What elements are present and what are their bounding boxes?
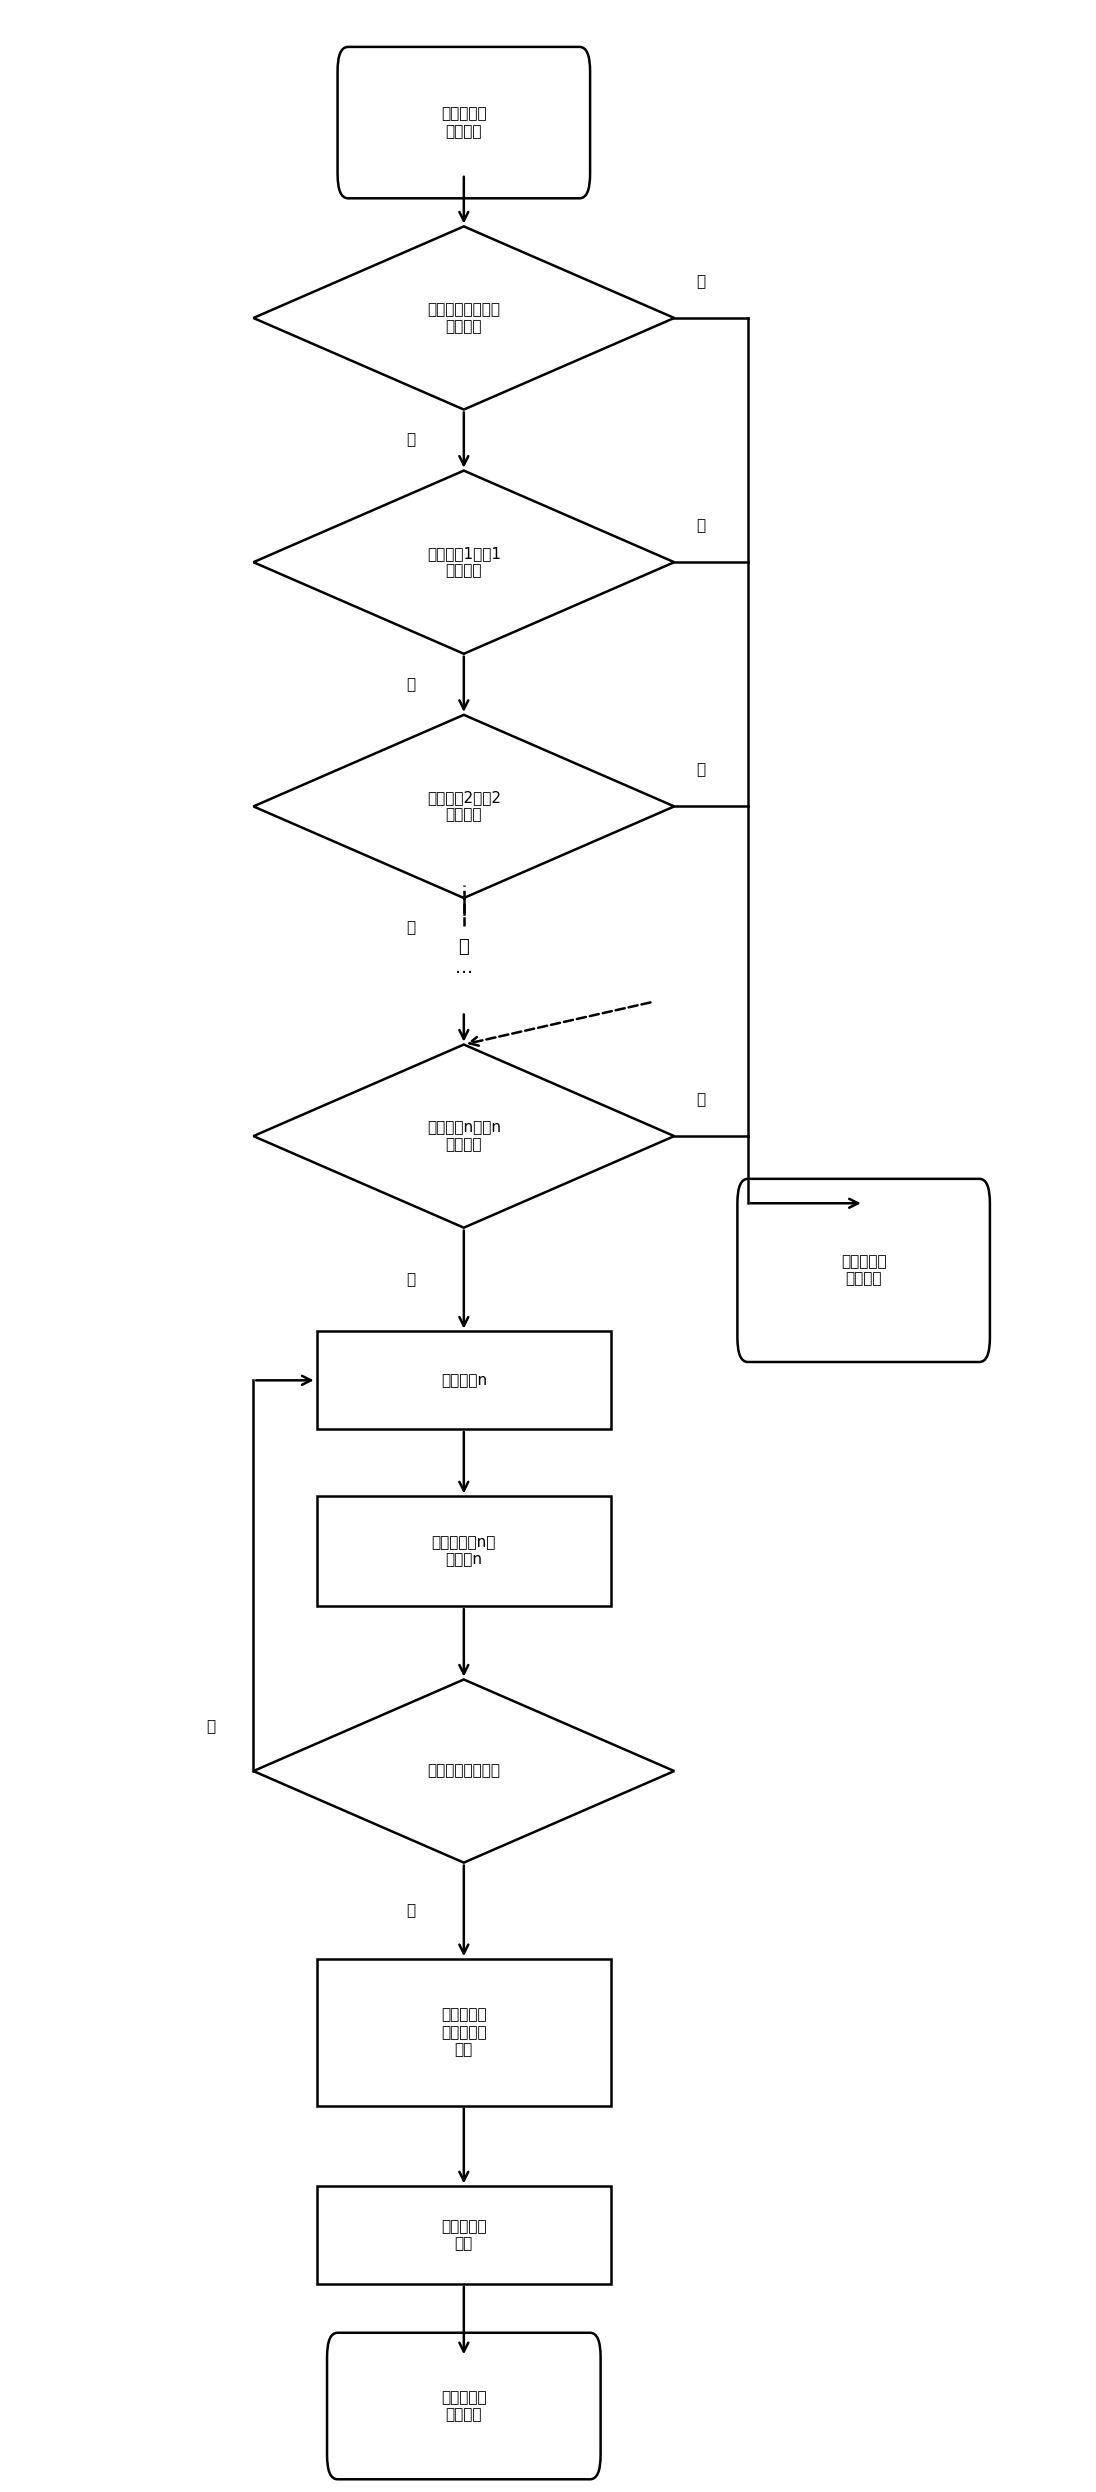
Bar (317, 1959, 612, 2106)
Text: 否: 否 (696, 763, 705, 778)
Text: 是: 是 (407, 1904, 415, 1919)
Polygon shape (253, 471, 674, 653)
FancyBboxPatch shape (327, 2333, 601, 2480)
Text: 否: 否 (696, 1091, 705, 1106)
Bar (317, 1331, 612, 1430)
Polygon shape (253, 1680, 674, 1862)
Text: 关联信号1和槽1
是否成功: 关联信号1和槽1 是否成功 (426, 546, 501, 578)
FancyBboxPatch shape (738, 1179, 990, 1363)
Text: 信号模块发
始化开始: 信号模块发 始化开始 (441, 107, 487, 140)
Text: 关联信号n和槽n
是否成功: 关联信号n和槽n 是否成功 (426, 1119, 501, 1151)
Text: 关联信号2和槽2
是否成功: 关联信号2和槽2 是否成功 (426, 790, 501, 822)
Text: 否: 否 (696, 274, 705, 289)
Text: 内存池模块初始化
是否成功: 内存池模块初始化 是否成功 (427, 302, 501, 334)
Polygon shape (253, 227, 674, 409)
Bar (317, 2185, 612, 2283)
Text: 是: 是 (407, 1271, 415, 1286)
Text: 否: 否 (696, 518, 705, 533)
Text: 是: 是 (407, 434, 415, 449)
Polygon shape (253, 1044, 674, 1229)
Text: 是
…: 是 … (455, 939, 472, 977)
Text: 归还池模块
消费: 归还池模块 消费 (441, 2218, 487, 2250)
Text: 回调与信号n关
联的槽n: 回调与信号n关 联的槽n (432, 1535, 496, 1567)
Text: 是: 是 (407, 678, 415, 693)
Text: 是: 是 (407, 920, 415, 934)
Text: 发送信号n: 发送信号n (441, 1373, 487, 1388)
Text: 是否还使用信号槽: 是否还使用信号槽 (427, 1764, 501, 1779)
Bar (317, 1495, 612, 1607)
Polygon shape (253, 715, 674, 897)
FancyBboxPatch shape (338, 47, 590, 199)
Text: 否: 否 (207, 1719, 216, 1734)
Text: 信号和模块
使用结束: 信号和模块 使用结束 (441, 2390, 487, 2422)
Text: 断绝所有关
联的信号槽
关系: 断绝所有关 联的信号槽 关系 (441, 2009, 487, 2058)
Text: 信号模块发
始化失败: 信号模块发 始化失败 (841, 1253, 887, 1286)
